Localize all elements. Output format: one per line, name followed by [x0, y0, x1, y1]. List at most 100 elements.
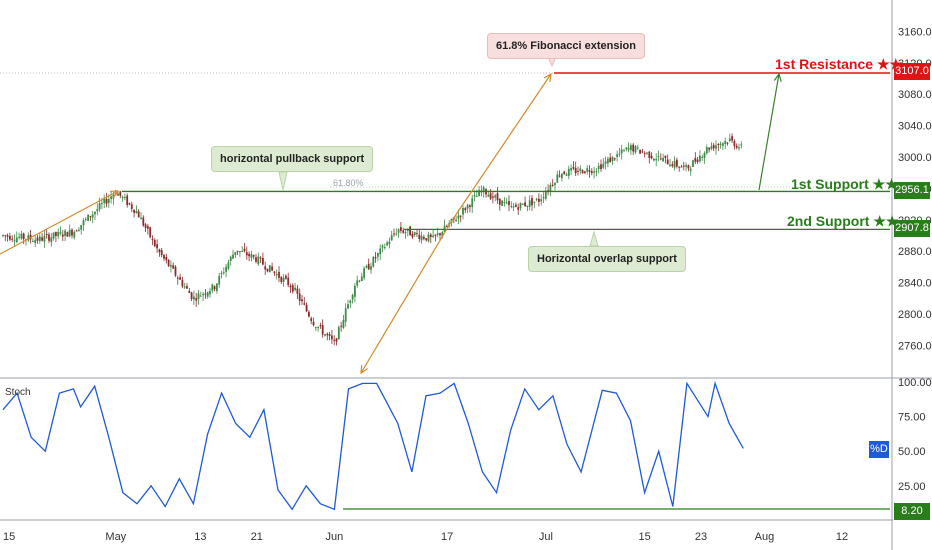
candle-body [2, 235, 4, 237]
candle-body [588, 170, 591, 172]
candle-body [593, 171, 595, 173]
time-tick-label: Aug [755, 531, 775, 543]
candle-body [441, 232, 444, 237]
candle-body [625, 147, 628, 150]
candle-body [657, 156, 660, 158]
candle-body [186, 286, 188, 289]
candle-body [420, 235, 423, 241]
time-tick-label: 17 [441, 531, 453, 543]
candle-body [699, 155, 701, 162]
candle-body [135, 210, 138, 214]
stoch-tick-label: 50.00 [898, 446, 926, 458]
candle-body [650, 155, 653, 159]
candle-body [61, 234, 64, 237]
candle-body [257, 256, 260, 265]
candle-body [717, 143, 720, 145]
candle-body [577, 171, 579, 173]
candle-body [363, 268, 365, 278]
candle-body [308, 311, 310, 317]
candle-body [708, 147, 710, 150]
candle-body [216, 283, 218, 291]
candle-body [71, 229, 73, 236]
candle-body [719, 143, 722, 145]
candle-body [567, 168, 570, 176]
candle-body [687, 165, 690, 169]
candle-body [165, 257, 168, 261]
candle-body [209, 290, 211, 295]
candle-body [314, 327, 317, 329]
candle-body [466, 204, 469, 209]
candle-body [639, 149, 641, 154]
candle-body [572, 167, 575, 169]
candle-body [423, 237, 425, 239]
candle-body [32, 240, 34, 242]
candle-body [103, 198, 106, 203]
candle-body [27, 235, 30, 241]
fib-extension-arrow-down-head [360, 364, 369, 375]
candle-body [55, 232, 57, 236]
candle-body [439, 233, 441, 236]
overlap-note-pointer [589, 230, 599, 247]
candle-body [478, 190, 480, 197]
candle-body [4, 235, 7, 237]
candle-body [524, 202, 526, 207]
candle-body [222, 272, 225, 274]
candle-body [558, 175, 561, 177]
candle-body [204, 293, 207, 295]
candle-body [170, 264, 172, 267]
candle-body [225, 266, 227, 272]
time-tick-label: 23 [695, 531, 707, 543]
candle-body [84, 218, 87, 220]
candle-body [547, 190, 549, 192]
candle-body [664, 155, 667, 159]
candle-body [73, 231, 76, 238]
candle-body [262, 257, 264, 265]
candle-body [726, 142, 729, 144]
candle-body [561, 173, 563, 178]
candle-body [655, 159, 658, 161]
overlap-support-note: Horizontal overlap support [528, 246, 686, 272]
candle-body [229, 256, 232, 262]
candle-body [188, 290, 191, 293]
candle-body [413, 232, 416, 236]
candle-body [556, 174, 559, 183]
candle-body [172, 265, 175, 269]
candle-body [471, 198, 474, 208]
price-tick-label: 2800.0 [898, 309, 932, 321]
candle-body [183, 286, 186, 288]
candle-body [515, 204, 517, 207]
candle-body [517, 207, 520, 210]
candle-body [551, 184, 554, 186]
candle-body [459, 215, 462, 217]
candle-body [464, 208, 467, 211]
candle-body [91, 214, 94, 218]
candle-body [590, 171, 593, 174]
candle-body [492, 196, 494, 198]
candle-body [597, 165, 600, 169]
uptrend-arrow-head [109, 190, 120, 198]
candle-body [487, 194, 490, 197]
candle-body [715, 145, 717, 149]
candle-body [94, 211, 96, 215]
candle-body [296, 288, 299, 294]
candle-body [416, 233, 418, 235]
candle-body [400, 227, 402, 231]
candle-body [101, 203, 103, 205]
candle-body [271, 266, 273, 271]
candle-body [565, 174, 568, 176]
candle-body [512, 206, 515, 208]
candle-body [275, 274, 278, 276]
candle-body [50, 237, 53, 243]
candle-body [489, 193, 492, 199]
candle-body [503, 201, 506, 203]
projection-arrow-head [773, 72, 782, 82]
candle-body [653, 158, 655, 161]
candle-body [89, 216, 92, 218]
candle-body [735, 145, 738, 148]
candle-body [193, 296, 195, 300]
candle-body [144, 224, 147, 229]
candle-body [641, 151, 644, 153]
candle-body [105, 198, 108, 204]
candle-body [705, 147, 708, 154]
candle-body [418, 234, 421, 239]
